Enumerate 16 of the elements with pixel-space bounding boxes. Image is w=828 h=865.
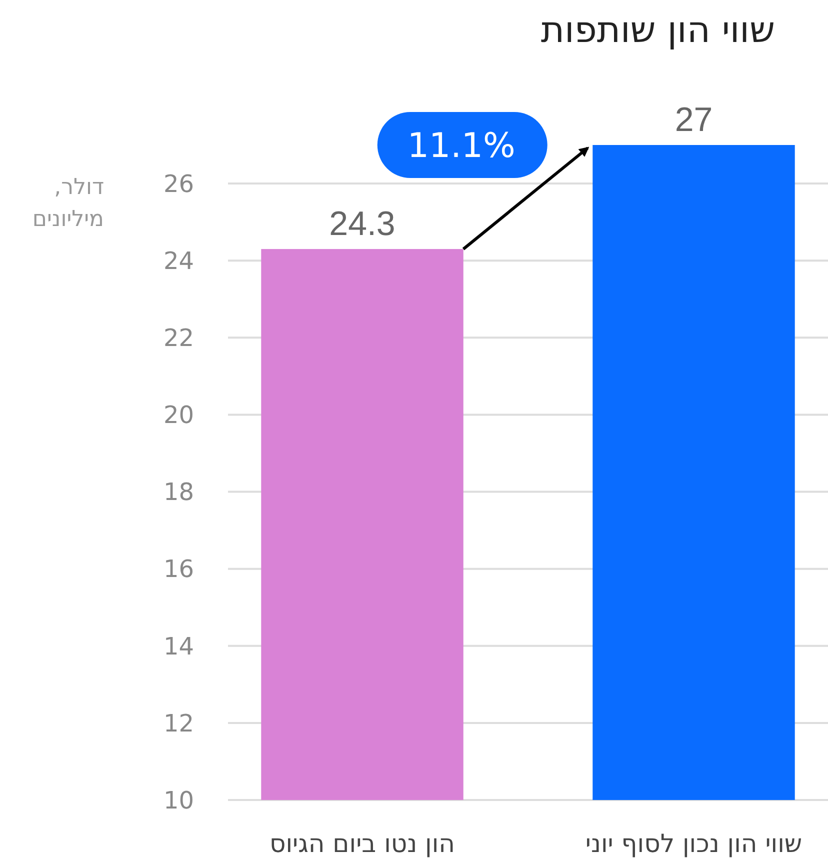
- y-tick-label: 12: [163, 709, 194, 738]
- chart-title: שווי הון שותפות: [540, 10, 775, 51]
- y-tick-label: 18: [163, 478, 194, 506]
- y-tick-label: 22: [163, 324, 194, 352]
- annotation: 11.1%: [407, 126, 516, 166]
- y-axis-title: דולר, מיליונים: [32, 175, 104, 232]
- y-tick-label: 24: [163, 246, 194, 275]
- y-tick-label: 10: [163, 786, 194, 814]
- x-tick-label: שווי הון נכון לסוף יוני: [585, 829, 802, 858]
- y-tick-label: 14: [163, 632, 194, 660]
- y-tick-label: 16: [163, 555, 194, 584]
- x-tick-label: הון נטו ביום הגיוס: [269, 829, 456, 858]
- y-tick-label: 20: [163, 401, 194, 430]
- data-label: 24.3: [329, 205, 396, 244]
- y-tick-label: 26: [163, 170, 194, 198]
- data-label: 27: [674, 101, 713, 139]
